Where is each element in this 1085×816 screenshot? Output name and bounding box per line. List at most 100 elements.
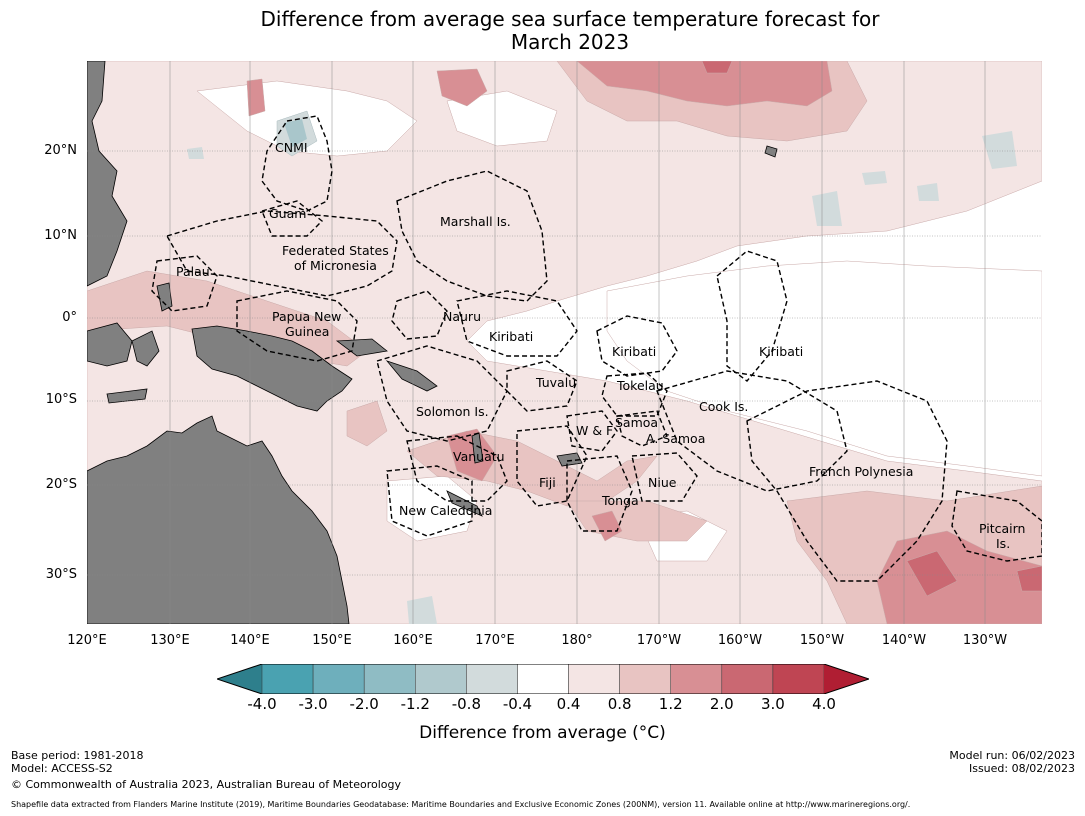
label-pitcairn-1: Pitcairn (979, 521, 1025, 536)
samoa-eez (616, 410, 668, 447)
anomaly-neg-0.4-fill (982, 131, 1017, 169)
anomaly-white-region (606, 260, 1042, 477)
label-fsm-2: of Micronesia (294, 258, 377, 273)
ytick-20s: 20°S (45, 477, 77, 492)
fiji-eez (516, 425, 588, 507)
label-tokelau: Tokelau (616, 378, 664, 393)
ytick-10n: 10°N (44, 228, 77, 243)
label-png-2: Guinea (285, 324, 329, 339)
label-pitcairn-2: Is. (996, 536, 1010, 551)
issued-date: Issued: 08/02/2023 (968, 762, 1075, 775)
colorbar-extend-low (217, 664, 262, 694)
country-labels: CNMI Guam Marshall Is. Federated States … (176, 140, 1025, 551)
shapefile-credit: Shapefile data extracted from Flanders M… (11, 800, 911, 809)
label-nauru: Nauru (443, 309, 481, 324)
colorbar-tick-label: 2.0 (709, 695, 734, 713)
graticule (87, 150, 1042, 576)
colorbar-tick-label: 0.4 (556, 695, 581, 713)
colorbar-bin (721, 663, 774, 695)
colorbar-bin (568, 663, 620, 695)
sulawesi-landmass (131, 330, 160, 367)
colorbar-tick-label: -2.0 (349, 695, 379, 713)
colorbar-tick-label: -4.0 (247, 695, 277, 713)
cnmi-eez (261, 115, 333, 212)
colorbar-bin (670, 663, 723, 695)
label-tuvalu: Tuvalu (535, 375, 576, 390)
label-samoa: Samoa (615, 415, 658, 430)
tokelau-eez (601, 372, 668, 417)
timor-landmass (106, 388, 148, 404)
model-name: Model: ACCESS-S2 (11, 762, 113, 775)
tonga-eez (566, 455, 633, 532)
xtick-170e: 170°E (475, 633, 515, 648)
label-fsm-1: Federated States (282, 243, 389, 258)
label-png-1: Papua New (272, 309, 341, 324)
new-guinea-landmass (191, 325, 353, 412)
philippines-landmass (87, 61, 128, 287)
ytick-20n: 20°N (44, 143, 77, 158)
chart-title: Difference from average sea surface temp… (0, 8, 1085, 54)
xtick-150e: 150°E (312, 633, 352, 648)
label-kiribati-e: Kiribati (759, 344, 803, 359)
meridians (169, 61, 986, 624)
kiribati-c-eez (596, 315, 678, 377)
xtick-140w: 140°W (881, 633, 927, 648)
colorbar-tick-label: -1.2 (400, 695, 430, 713)
label-tonga: Tonga (601, 493, 639, 508)
label-kiribati-w: Kiribati (489, 329, 533, 344)
colorbar-tick-label: -0.8 (451, 695, 481, 713)
anomaly-white-region (446, 90, 558, 147)
anomaly-1.2-fill (446, 428, 498, 482)
anomaly-neg-0.4-fill (187, 147, 204, 159)
anomaly-1.2-fill (576, 61, 833, 107)
xtick-180: 180° (561, 633, 593, 648)
australia-landmass (87, 415, 350, 624)
niue-eez (631, 452, 698, 502)
xtick-160w: 160°W (717, 633, 763, 648)
guam-eez (261, 200, 324, 237)
xtick-160e: 160°E (393, 633, 433, 648)
label-cnmi: CNMI (275, 140, 308, 155)
label-vanuatu: Vanuatu (453, 449, 505, 464)
kiribati-e-eez (716, 250, 788, 382)
colorbar-tick-label: 3.0 (760, 695, 785, 713)
borneo-landmass (87, 322, 133, 367)
footer-right: Model run: 06/02/2023 Issued: 08/02/2023 (949, 749, 1075, 775)
label-marshall: Marshall Is. (440, 214, 511, 229)
colorbar (215, 663, 871, 695)
ytick-0: 0° (62, 310, 77, 325)
xtick-170w: 170°W (636, 633, 682, 648)
label-solomon: Solomon Is. (416, 404, 489, 419)
colorbar-bin (415, 663, 467, 695)
label-kiribati-c: Kiribati (612, 344, 656, 359)
anomaly-1.2-fill (876, 530, 1042, 624)
xtick-140e: 140°E (230, 633, 270, 648)
label-cook: Cook Is. (699, 399, 748, 414)
colorbar-bin (363, 663, 416, 695)
anomaly-1.2-fill (246, 78, 266, 117)
halmahera-landmass (156, 282, 173, 312)
label-french-polynesia: French Polynesia (809, 464, 913, 479)
colorbar-bin (312, 663, 365, 695)
title-line-2: March 2023 (510, 30, 630, 54)
xtick-120e: 120°E (67, 633, 107, 648)
label-guam: Guam (269, 206, 306, 221)
label-niue: Niue (648, 475, 677, 490)
hawaii-landmass (764, 145, 778, 158)
title-line-1: Difference from average sea surface temp… (260, 7, 880, 31)
label-palau: Palau (176, 264, 210, 279)
xtick-130e: 130°E (150, 633, 190, 648)
solomon-landmass (385, 360, 438, 392)
colorbar-tick-label: 1.2 (658, 695, 683, 713)
colorbar-extend-high (824, 664, 869, 694)
colorbar-bin (517, 663, 569, 695)
colorbar-tick-label: -3.0 (298, 695, 328, 713)
anomaly-neg-0.4-fill (407, 596, 437, 624)
french-polynesia-eez (746, 380, 948, 582)
ytick-10s: 10°S (45, 392, 77, 407)
label-new-caledonia: New Caledonia (399, 503, 492, 518)
anomaly-2.0-fill (701, 61, 733, 74)
fiji-landmass (556, 452, 583, 467)
wf-eez (566, 410, 618, 452)
colorbar-bin (772, 663, 825, 695)
